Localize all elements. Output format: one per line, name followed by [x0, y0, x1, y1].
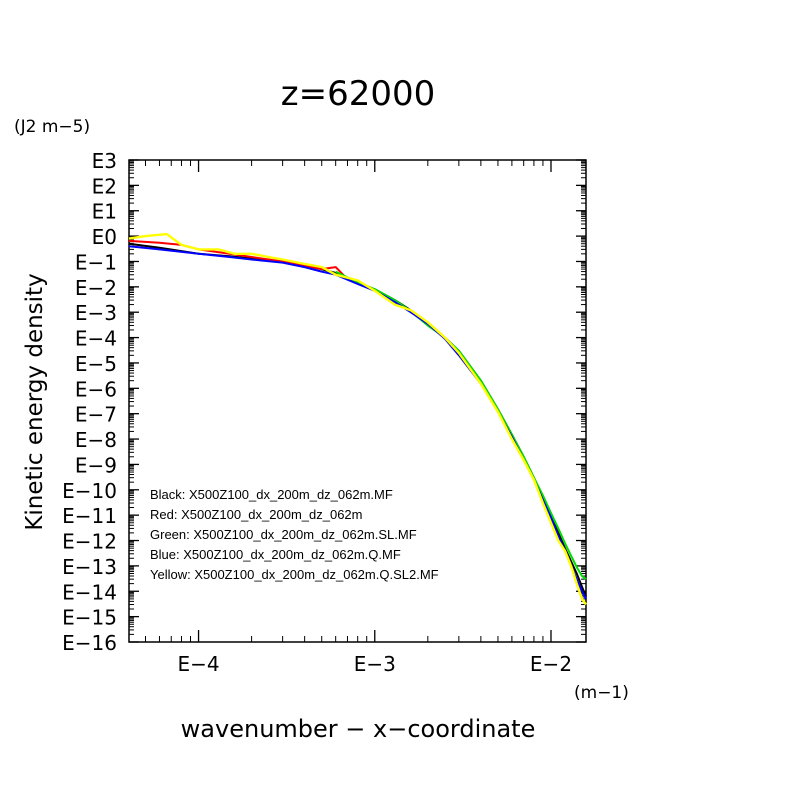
- x-axis-unit: (m−1): [574, 683, 629, 703]
- y-tick-label: E−5: [75, 352, 117, 376]
- legend-entry-1: Red: X500Z100_dx_200m_dz_062m: [150, 507, 362, 522]
- y-tick-label: E−1: [75, 250, 117, 274]
- y-tick-label: E2: [92, 174, 117, 198]
- series-line-3: [128, 245, 587, 600]
- series-line-2: [335, 270, 587, 580]
- y-tick-label: E−15: [62, 606, 117, 630]
- y-tick-label: E−11: [62, 504, 117, 528]
- y-tick-label: E−4: [75, 327, 117, 351]
- x-axis-label: wavenumber − x−coordinate: [181, 715, 536, 743]
- series-line-4: [128, 232, 587, 606]
- legend-entry-0: Black: X500Z100_dx_200m_dz_062m.MF: [150, 487, 393, 502]
- y-tick-label: E0: [92, 225, 117, 249]
- y-tick-label: E−10: [62, 479, 117, 503]
- y-tick-label: E−16: [62, 631, 117, 655]
- y-tick-label: E−13: [62, 555, 117, 579]
- legend-entry-2: Green: X500Z100_dx_200m_dz_062m.SL.MF: [150, 527, 417, 542]
- legend: Black: X500Z100_dx_200m_dz_062m.MF Red: X…: [150, 487, 439, 582]
- x-tick-label: E−3: [354, 652, 396, 676]
- series-layer: [128, 232, 587, 606]
- legend-entry-3: Blue: X500Z100_dx_200m_dz_062m.Q.MF: [150, 547, 401, 562]
- x-tick-label: E−4: [177, 652, 219, 676]
- legend-entry-4: Yellow: X500Z100_dx_200m_dz_062m.Q.SL2.M…: [150, 567, 439, 582]
- x-tick-label: E−2: [530, 652, 572, 676]
- series-line-0: [128, 242, 587, 598]
- axis-ticks: E3E2E1E0E−1E−2E−3E−4E−5E−6E−7E−8E−9E−10E…: [62, 149, 586, 676]
- y-tick-label: E−12: [62, 530, 117, 554]
- y-tick-label: E−3: [75, 301, 117, 325]
- y-tick-label: E−9: [75, 453, 117, 477]
- y-tick-label: E−6: [75, 377, 117, 401]
- y-tick-label: E3: [92, 149, 117, 173]
- y-axis-label: Kinetic energy density: [22, 273, 48, 530]
- y-tick-label: E−7: [75, 403, 117, 427]
- y-tick-label: E−8: [75, 428, 117, 452]
- y-tick-label: E1: [92, 200, 117, 224]
- y-tick-label: E−2: [75, 276, 117, 300]
- chart-title: z=62000: [281, 74, 436, 114]
- y-tick-label: E−14: [62, 580, 117, 604]
- y-axis-unit: (J2 m−5): [14, 117, 90, 137]
- series-line-1: [128, 239, 349, 280]
